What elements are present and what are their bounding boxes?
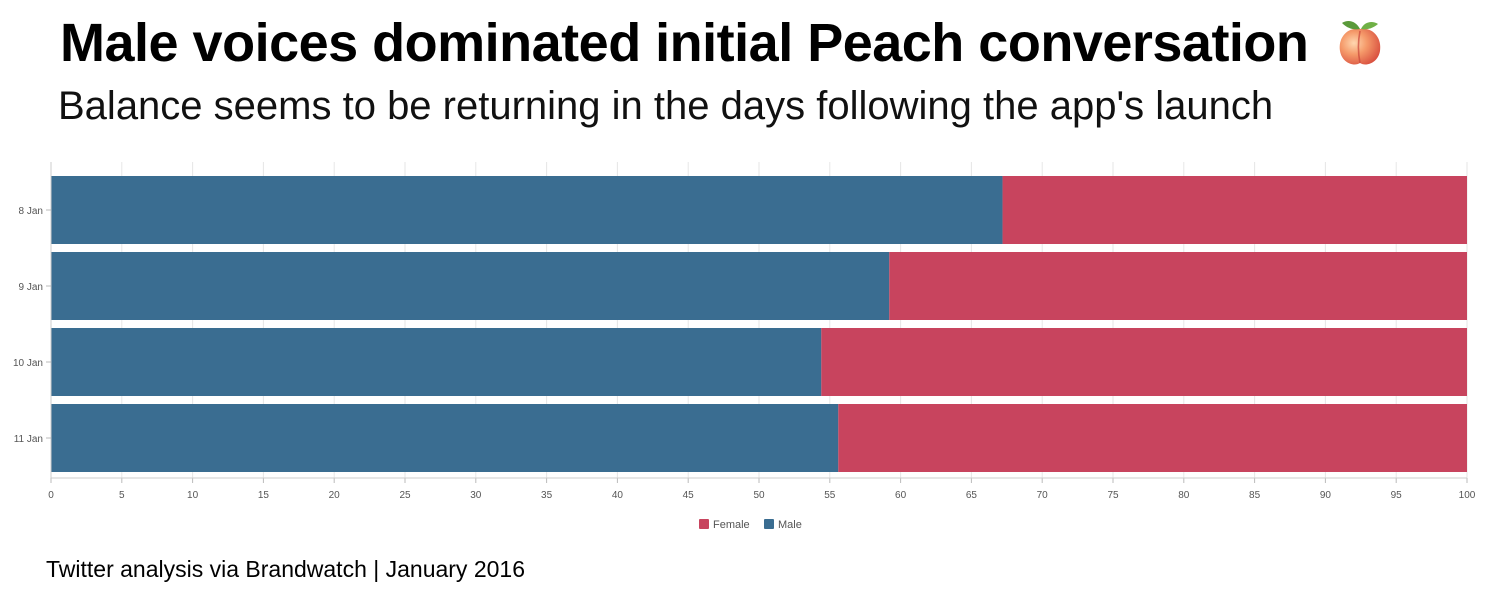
bar-female[interactable] bbox=[838, 404, 1467, 472]
x-tick-label: 80 bbox=[1178, 490, 1190, 501]
x-tick-label: 65 bbox=[966, 490, 978, 501]
bar-female[interactable] bbox=[889, 252, 1467, 320]
x-tick-label: 50 bbox=[753, 490, 765, 501]
x-tick-label: 85 bbox=[1249, 490, 1261, 501]
x-tick-label: 35 bbox=[541, 490, 553, 501]
x-tick-label: 15 bbox=[258, 490, 270, 501]
x-tick-label: 55 bbox=[824, 490, 836, 501]
stacked-bar-chart: 0 5 10 15 20 25 30 35 40 45 50 55 60 65 70 75 80 85 90 95 10… bbox=[13, 162, 1476, 531]
x-tick-label: 25 bbox=[399, 490, 411, 501]
x-tick-label: 5 bbox=[119, 490, 125, 501]
legend-swatch-female bbox=[699, 519, 709, 529]
source-note: Twitter analysis via Brandwatch | Januar… bbox=[46, 556, 525, 582]
y-tick-label: 8 Jan bbox=[19, 206, 43, 217]
x-tick-label: 90 bbox=[1320, 490, 1332, 501]
x-tick-label: 40 bbox=[612, 490, 624, 501]
chart-title-text: Male voices dominated initial Peach conv… bbox=[60, 13, 1309, 73]
bar-female[interactable] bbox=[821, 328, 1467, 396]
bar-male[interactable] bbox=[51, 328, 822, 396]
y-tick-label: 10 Jan bbox=[13, 358, 43, 369]
legend-swatch-male bbox=[764, 519, 774, 529]
legend-label-female[interactable]: Female bbox=[713, 519, 750, 531]
x-tick-label: 20 bbox=[329, 490, 341, 501]
bar-male[interactable] bbox=[51, 176, 1003, 244]
legend: Female Male bbox=[699, 519, 802, 531]
chart-title: Male voices dominated initial Peach conv… bbox=[60, 12, 1386, 74]
y-tick-label: 11 Jan bbox=[14, 434, 43, 445]
x-tick-label: 30 bbox=[470, 490, 482, 501]
legend-label-male[interactable]: Male bbox=[778, 519, 802, 531]
x-tick-label: 60 bbox=[895, 490, 907, 501]
x-tick-label: 45 bbox=[683, 490, 695, 501]
x-tick-label: 75 bbox=[1107, 490, 1119, 501]
bar-male[interactable] bbox=[51, 252, 890, 320]
peach-icon bbox=[1340, 21, 1381, 65]
x-tick-label: 0 bbox=[48, 490, 54, 501]
bar-male[interactable] bbox=[51, 404, 839, 472]
x-tick-label: 70 bbox=[1037, 490, 1049, 501]
bar-female[interactable] bbox=[1002, 176, 1467, 244]
x-tick-label: 95 bbox=[1391, 490, 1403, 501]
bars bbox=[51, 176, 1467, 472]
axes: 0 5 10 15 20 25 30 35 40 45 50 55 60 65 70 75 80 85 90 95 10… bbox=[13, 162, 1476, 501]
y-tick-label: 9 Jan bbox=[19, 282, 43, 293]
x-tick-label: 100 bbox=[1459, 490, 1476, 501]
x-tick-label: 10 bbox=[187, 490, 199, 501]
chart-subtitle: Balance seems to be returning in the day… bbox=[58, 84, 1274, 128]
